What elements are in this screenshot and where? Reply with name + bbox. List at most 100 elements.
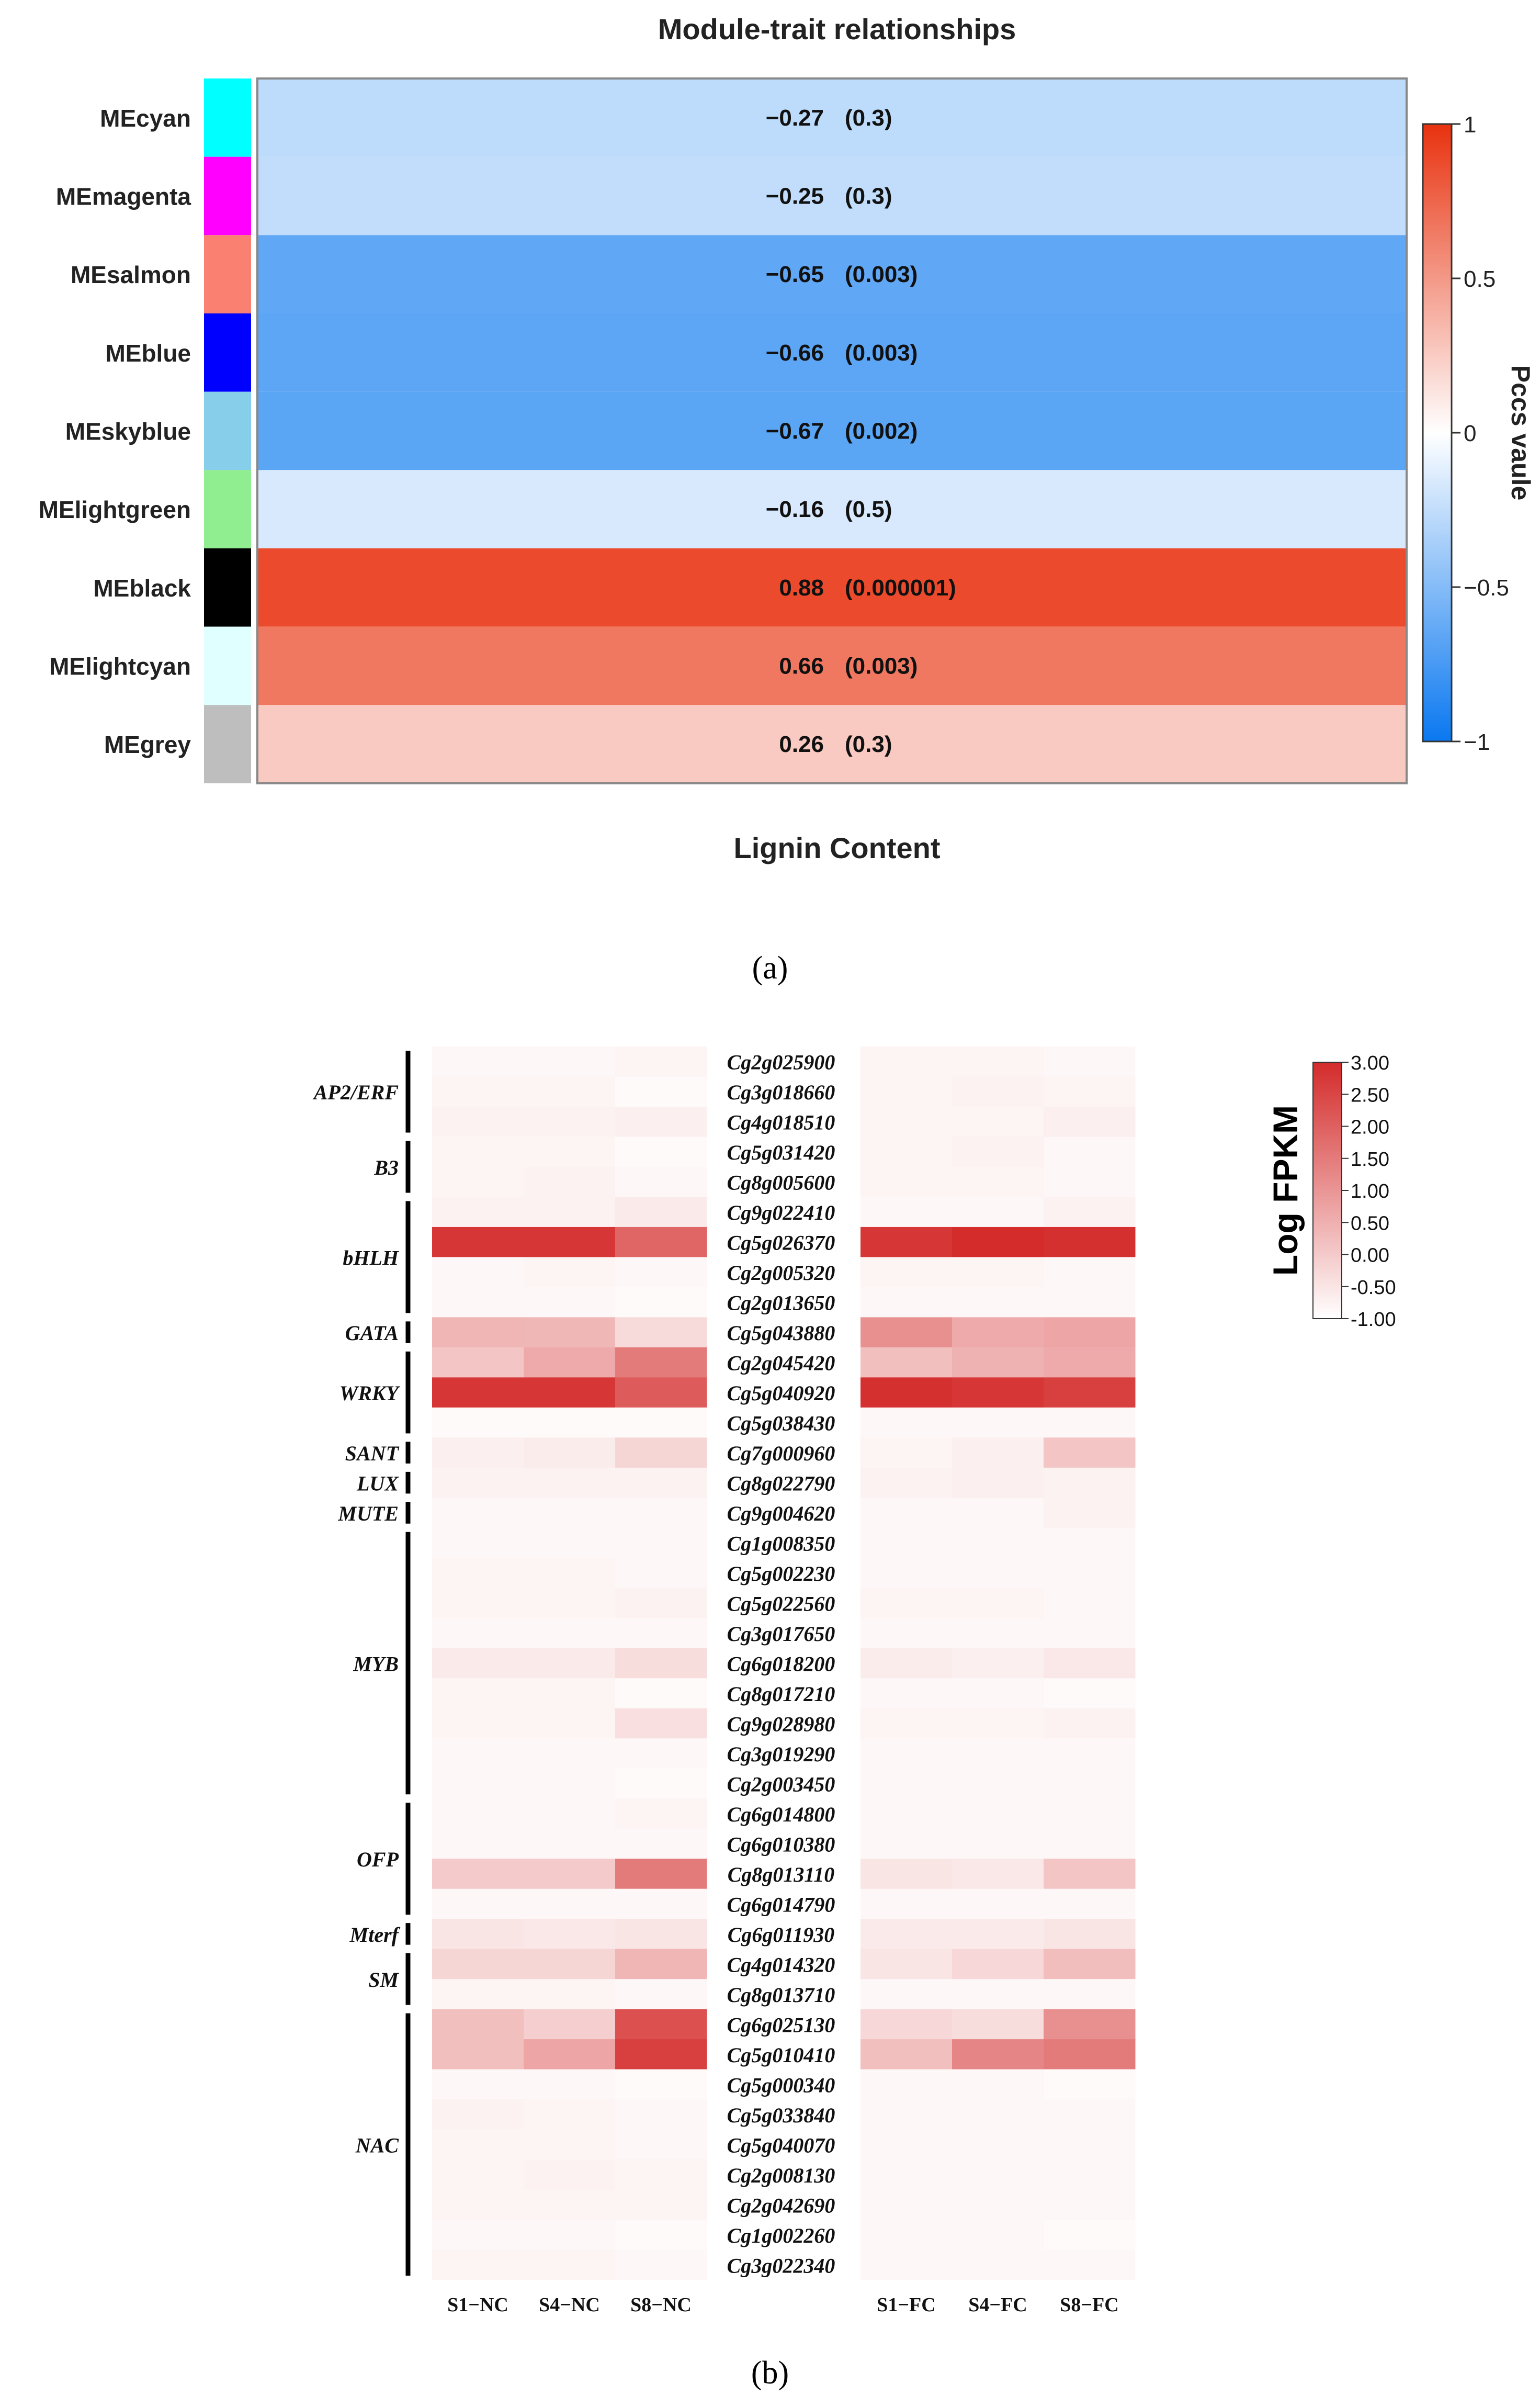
gene-id-label: Cg3g017650 xyxy=(727,1622,835,1646)
nc-heatmap-cell xyxy=(524,1768,616,1799)
fc-heatmap-cell xyxy=(952,1888,1044,1919)
fc-heatmap-cell xyxy=(1044,1197,1136,1228)
colorbar-tick-label: 2.50 xyxy=(1351,1084,1389,1106)
nc-heatmap-cell xyxy=(432,2189,524,2220)
chart-b-family-brackets: AP2/ERF B3 bHLH GATA WRKY SANT LUX MUTE MYB OFP Mt… xyxy=(312,1051,411,2276)
fc-heatmap-cell xyxy=(952,1407,1044,1438)
nc-column-label: S4−NC xyxy=(539,2294,600,2316)
fc-heatmap-cell xyxy=(1044,1227,1136,1257)
fc-heatmap-cell xyxy=(860,1287,953,1318)
nc-heatmap-cell xyxy=(524,1708,616,1739)
nc-heatmap-cell xyxy=(524,1166,616,1197)
module-name-label: MEcyan xyxy=(100,105,191,132)
fc-heatmap-cell xyxy=(1044,1317,1136,1348)
chart-a-legend-title: Pccs vaule xyxy=(1506,365,1535,501)
correlation-cell xyxy=(257,391,1407,470)
fc-heatmap-cell xyxy=(860,1949,953,1979)
nc-heatmap-cell xyxy=(615,1317,707,1348)
correlation-cell xyxy=(257,313,1407,392)
nc-heatmap-cell xyxy=(432,1257,524,1288)
fc-heatmap-cell xyxy=(860,1919,953,1950)
fc-heatmap-cell xyxy=(860,1708,953,1739)
nc-heatmap-cell xyxy=(524,1076,616,1107)
p-value-label: (0.002) xyxy=(845,419,918,444)
gene-id-label: Cg6g010380 xyxy=(727,1832,835,1856)
fc-heatmap-cell xyxy=(952,2009,1044,2040)
nc-heatmap-cell xyxy=(432,1377,524,1408)
fc-heatmap-cell xyxy=(952,2249,1044,2280)
panel-a-module-trait-heatmap: Module-trait relationships MEcyan −0.27 (0… xyxy=(39,13,1535,986)
nc-heatmap-cell xyxy=(432,1227,524,1257)
module-color-swatch xyxy=(204,235,251,313)
nc-heatmap-cell xyxy=(524,1738,616,1769)
fc-heatmap-cell xyxy=(952,2220,1044,2251)
chart-a-colorbar: 1 0.5 0 −0.5 −1 xyxy=(1422,112,1509,755)
fc-heatmap-cell xyxy=(952,1798,1044,1829)
fc-heatmap-cell xyxy=(952,1919,1044,1950)
fc-heatmap-cell xyxy=(952,1467,1044,1498)
correlation-value-label: −0.66 xyxy=(766,340,824,366)
panel-b-fpkm-heatmap: Cg2g025900 Cg3g018660 Cg4g018510 Cg5g031420… xyxy=(312,1047,1396,2391)
module-name-label: MEblue xyxy=(105,340,191,367)
fc-heatmap-cell xyxy=(952,1768,1044,1799)
correlation-cell xyxy=(257,156,1407,235)
nc-heatmap-cell xyxy=(615,2220,707,2251)
nc-heatmap-cell xyxy=(615,1979,707,2010)
fc-heatmap-cell xyxy=(952,1377,1044,1408)
gene-id-label: Cg5g010410 xyxy=(727,2043,835,2067)
colorbar-tick-label: −1 xyxy=(1464,729,1490,755)
nc-heatmap-cell xyxy=(432,1859,524,1889)
gene-id-label: Cg8g022790 xyxy=(727,1472,835,1495)
gene-id-label: Cg9g028980 xyxy=(727,1712,835,1736)
correlation-value-label: 0.88 xyxy=(779,575,824,601)
fc-heatmap-cell xyxy=(860,1106,953,1137)
module-color-swatch xyxy=(204,78,251,157)
nc-heatmap-cell xyxy=(524,1137,616,1167)
nc-heatmap-cell xyxy=(432,1919,524,1950)
nc-heatmap-cell xyxy=(524,1347,616,1378)
nc-heatmap-cell xyxy=(615,2099,707,2130)
fc-heatmap-cell xyxy=(860,1047,953,1077)
fc-heatmap-cell xyxy=(952,1317,1044,1348)
fc-heatmap-cell xyxy=(1044,1888,1136,1919)
fc-heatmap-cell xyxy=(1044,1047,1136,1077)
nc-heatmap-cell xyxy=(615,2249,707,2280)
fc-heatmap-cell xyxy=(1044,1527,1136,1558)
chart-b-colorbar: 3.00 2.50 2.00 1.50 1.00 0.50 0.00 -0.50 -1.00 xyxy=(1312,1052,1396,1331)
fc-heatmap-cell xyxy=(1044,2220,1136,2251)
nc-heatmap-cell xyxy=(615,1287,707,1318)
nc-heatmap-cell xyxy=(524,1047,616,1077)
fc-heatmap-cell xyxy=(860,2069,953,2100)
fc-heatmap-cell xyxy=(860,1498,953,1528)
colorbar-tick-label: -1.00 xyxy=(1351,1309,1396,1331)
fc-heatmap-cell xyxy=(860,1768,953,1799)
nc-heatmap-cell xyxy=(432,1047,524,1077)
module-color-swatch xyxy=(204,626,251,705)
gene-id-label: Cg7g000960 xyxy=(727,1442,835,1465)
fc-heatmap-cell xyxy=(952,1047,1044,1077)
fc-column-label: S8−FC xyxy=(1060,2294,1118,2316)
gene-id-label: Cg6g014800 xyxy=(727,1803,835,1826)
module-name-label: MElightgreen xyxy=(39,496,191,523)
colorbar-tick-label: 1 xyxy=(1464,112,1476,138)
nc-heatmap-cell xyxy=(615,1407,707,1438)
gene-id-label: Cg2g013650 xyxy=(727,1291,835,1315)
chart-a-rows: MEcyan −0.27 (0.3) MEmagenta −0.25 (0.3) MEsal… xyxy=(39,78,1407,783)
p-value-label: (0.003) xyxy=(845,654,918,679)
nc-heatmap-cell xyxy=(524,1678,616,1709)
fc-heatmap-cell xyxy=(952,2099,1044,2130)
colorbar-tick-label: 0.5 xyxy=(1464,266,1496,292)
fc-heatmap-cell xyxy=(952,1527,1044,1558)
fc-heatmap-cell xyxy=(1044,1257,1136,1288)
p-value-label: (0.003) xyxy=(845,262,918,287)
gene-id-label: Cg9g022410 xyxy=(727,1201,835,1224)
fc-heatmap-cell xyxy=(860,2159,953,2190)
nc-heatmap-cell xyxy=(432,1798,524,1829)
colorbar-tick-label: 0 xyxy=(1464,421,1476,446)
gene-id-label: Cg3g022340 xyxy=(727,2254,835,2277)
nc-heatmap-cell xyxy=(615,1768,707,1799)
nc-heatmap-cell xyxy=(432,1738,524,1769)
fc-heatmap-cell xyxy=(1044,2099,1136,2130)
fc-heatmap-cell xyxy=(1044,1166,1136,1197)
fc-heatmap-cell xyxy=(1044,1618,1136,1649)
